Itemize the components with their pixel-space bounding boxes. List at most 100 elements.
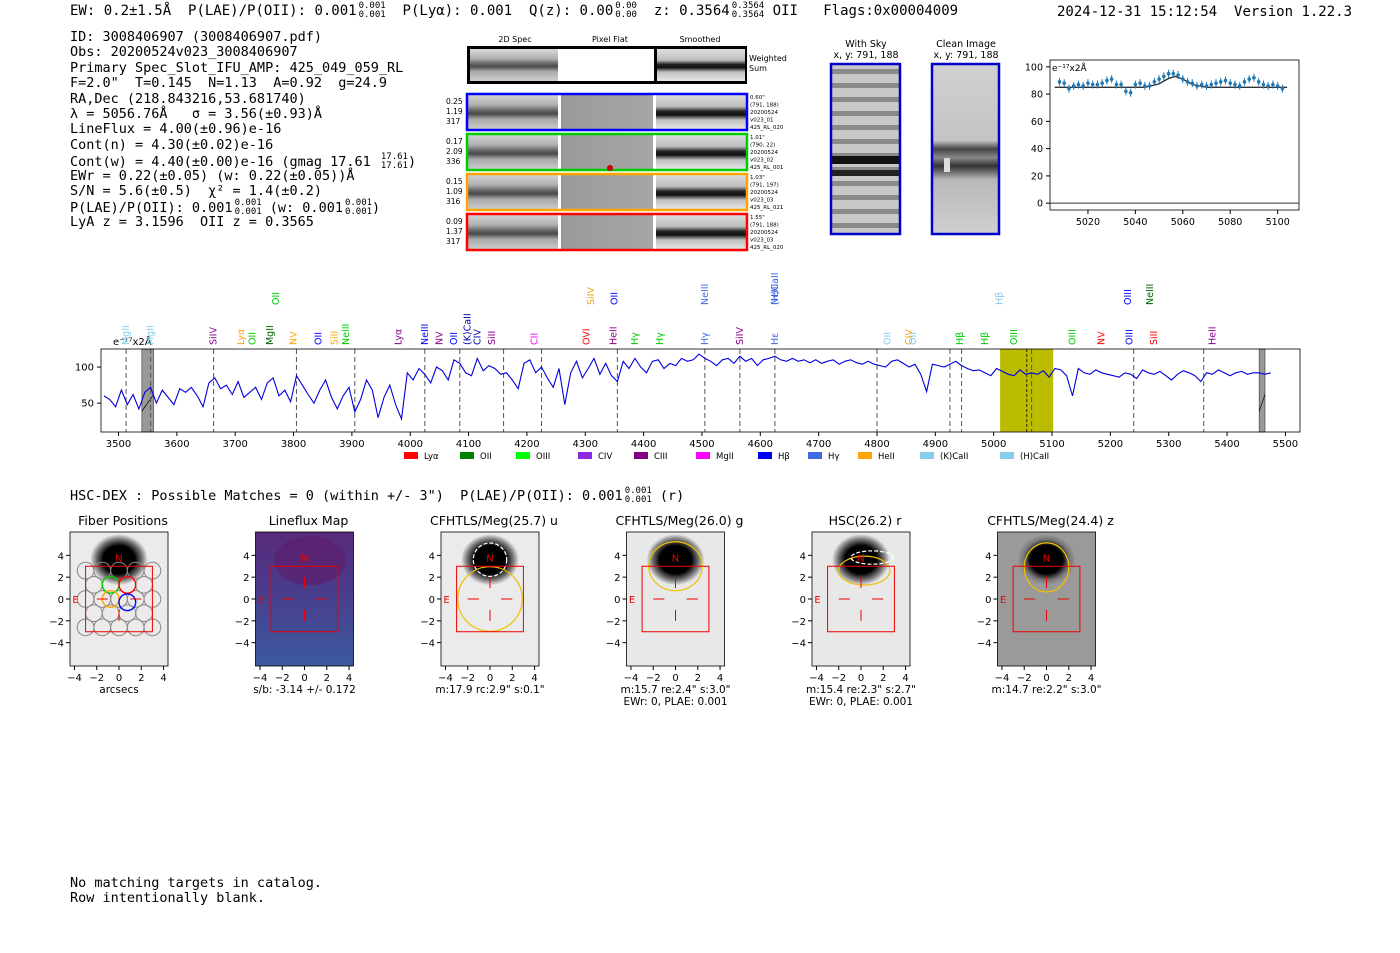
sum-label: Sum [749,64,767,73]
header-version: Version 1.22.3 [1234,4,1353,20]
panel-ytick-label: 2 [985,573,991,584]
header-right: 2024-12-31 15:12:54 Version 1.22.3 [1057,4,1352,20]
legend-swatch [404,452,418,459]
emission-line-label: OII [248,332,259,345]
target-box [641,565,710,633]
panel-ytick-label: 4 [58,551,64,562]
masked-hatch [141,394,154,412]
row-flat-image [561,94,653,130]
catalog-ellipse [472,542,508,578]
legend-swatch [516,452,530,459]
panel-ytick-label: −2 [606,617,621,628]
row-frame [465,212,749,252]
compass-e: E [1000,595,1006,606]
row-weight: 0.17 [446,137,463,146]
info-radec: RA,Dec (218.843216,53.681740) [70,90,306,107]
spectrum-line [103,353,1271,422]
cutouts-panel: 2D Spec Pixel Flat Smoothed Weighted Sum… [446,35,787,252]
zoom-point [1256,80,1261,84]
panel-ytick-label: −4 [420,639,435,650]
fiber-circle-weighted [118,593,137,612]
info-sn: S/N = 5.6(±0.5) χ² = 1.4(±0.2) [70,182,322,199]
full-ytick-label: 100 [75,363,94,374]
panel-xtick-label: −4 [253,673,268,684]
full-xtick-label: 4000 [398,439,423,450]
zoom-point [1209,82,1214,87]
zoom-point [1271,82,1275,87]
row-info: (791, 188) [750,103,779,109]
full-xtick-label: 4600 [748,439,773,450]
weighted-label: Weighted [749,54,787,63]
header-timestamp: 2024-12-31 15:12:54 [1057,4,1218,20]
panel-ytick-label: 0 [243,595,249,606]
legend-label: Hβ [778,452,790,462]
row-info: (791, 197) [750,183,779,189]
zoom-point [1252,75,1256,80]
row-2d-image [468,174,558,210]
full-xtick-label: 5000 [981,439,1006,450]
row-2d-image [468,94,558,130]
imaging-panel-fiber: Fiber Positions N E −4 −4 −2 −2 0 0 2 2 4 4 arcsecs [49,513,169,696]
weighted-sum-row: Weighted Sum [467,46,787,84]
panel-xtick-label: 2 [1066,673,1072,684]
clean-title: Clean Image [936,39,996,50]
panel-xtick-label: −2 [1017,673,1032,684]
compass-n: N [486,554,493,565]
panel-ytick-label: −2 [49,617,64,628]
panel-caption-2: EWr: 0, PLAE: 0.001 [623,696,727,708]
zoom-point [1195,84,1199,88]
row-info: 20200524 [750,190,778,196]
panel-ytick-label: −2 [420,617,435,628]
legend-swatch [696,452,710,459]
flat-marker [607,165,613,171]
emission-line-label: CIV [472,329,483,345]
emission-line-label: CIV [904,329,915,345]
with-sky-title: With Sky [845,39,887,50]
zoom-point [1086,81,1090,85]
legend-label: Lyα [424,452,439,462]
imaging-panel-g: CFHTLS/Meg(26.0) gNE−4−4−2−2002244m:15.7… [606,513,744,708]
emission-line-label: NeIII [770,284,781,305]
row-frame [465,132,749,172]
emission-line-label: Hγ [630,332,641,345]
row-frame [465,92,749,132]
panel-ytick-label: −2 [235,617,250,628]
compass-n: N [301,554,308,565]
full-xtick-label: 4200 [514,439,539,450]
galaxy-blob [832,534,890,586]
zoom-point [1138,81,1142,85]
zoom-point [1162,74,1166,79]
panel-xtick-label: −4 [995,673,1010,684]
emission-line-label: Hβ [995,292,1006,305]
emission-line-label: NeIII [700,284,711,305]
full-xtick-label: 3700 [222,439,247,450]
zoom-unit-label: e⁻¹⁷x2Å [1052,62,1088,74]
info-contn: Cont(n) = 4.30(±0.02)e-16 [70,136,274,153]
panel-xtick-label: 0 [301,673,307,684]
legend-swatch [758,452,772,459]
zoom-point [1266,84,1270,88]
full-xtick-label: 4800 [864,439,889,450]
full-xtick-label: 3800 [281,439,306,450]
zoom-point [1076,82,1081,87]
panel-caption: arcsecs [99,684,138,696]
zoom-point [1090,82,1095,87]
imaging-panel-u: CFHTLS/Meg(25.7) uNE−4−4−2−2002244m:17.9… [420,513,558,696]
header-line: EW: 0.2±1.5Å P(LAE)/P(OII): 0.001 0.001 0.… [70,2,958,20]
catalog-ellipse [850,550,894,565]
target-box [827,565,895,633]
row-info: 1.01" [750,135,765,141]
zoom-point [1223,78,1228,83]
zoom-xtick-label: 5060 [1171,217,1195,228]
row-n: 317 [446,117,461,126]
emission-line-label: SiIV [209,327,220,345]
full-ytick-label: 50 [81,399,94,410]
col-pixel-flat: Pixel Flat [592,35,628,44]
panel-title: Fiber Positions [78,513,168,528]
row-info: v023_03 [750,198,774,204]
full-xtick-label: 4300 [573,439,598,450]
row-info: v023_03 [750,238,774,244]
header-plae: P(LAE)/P(OII): 0.001 [188,3,357,19]
